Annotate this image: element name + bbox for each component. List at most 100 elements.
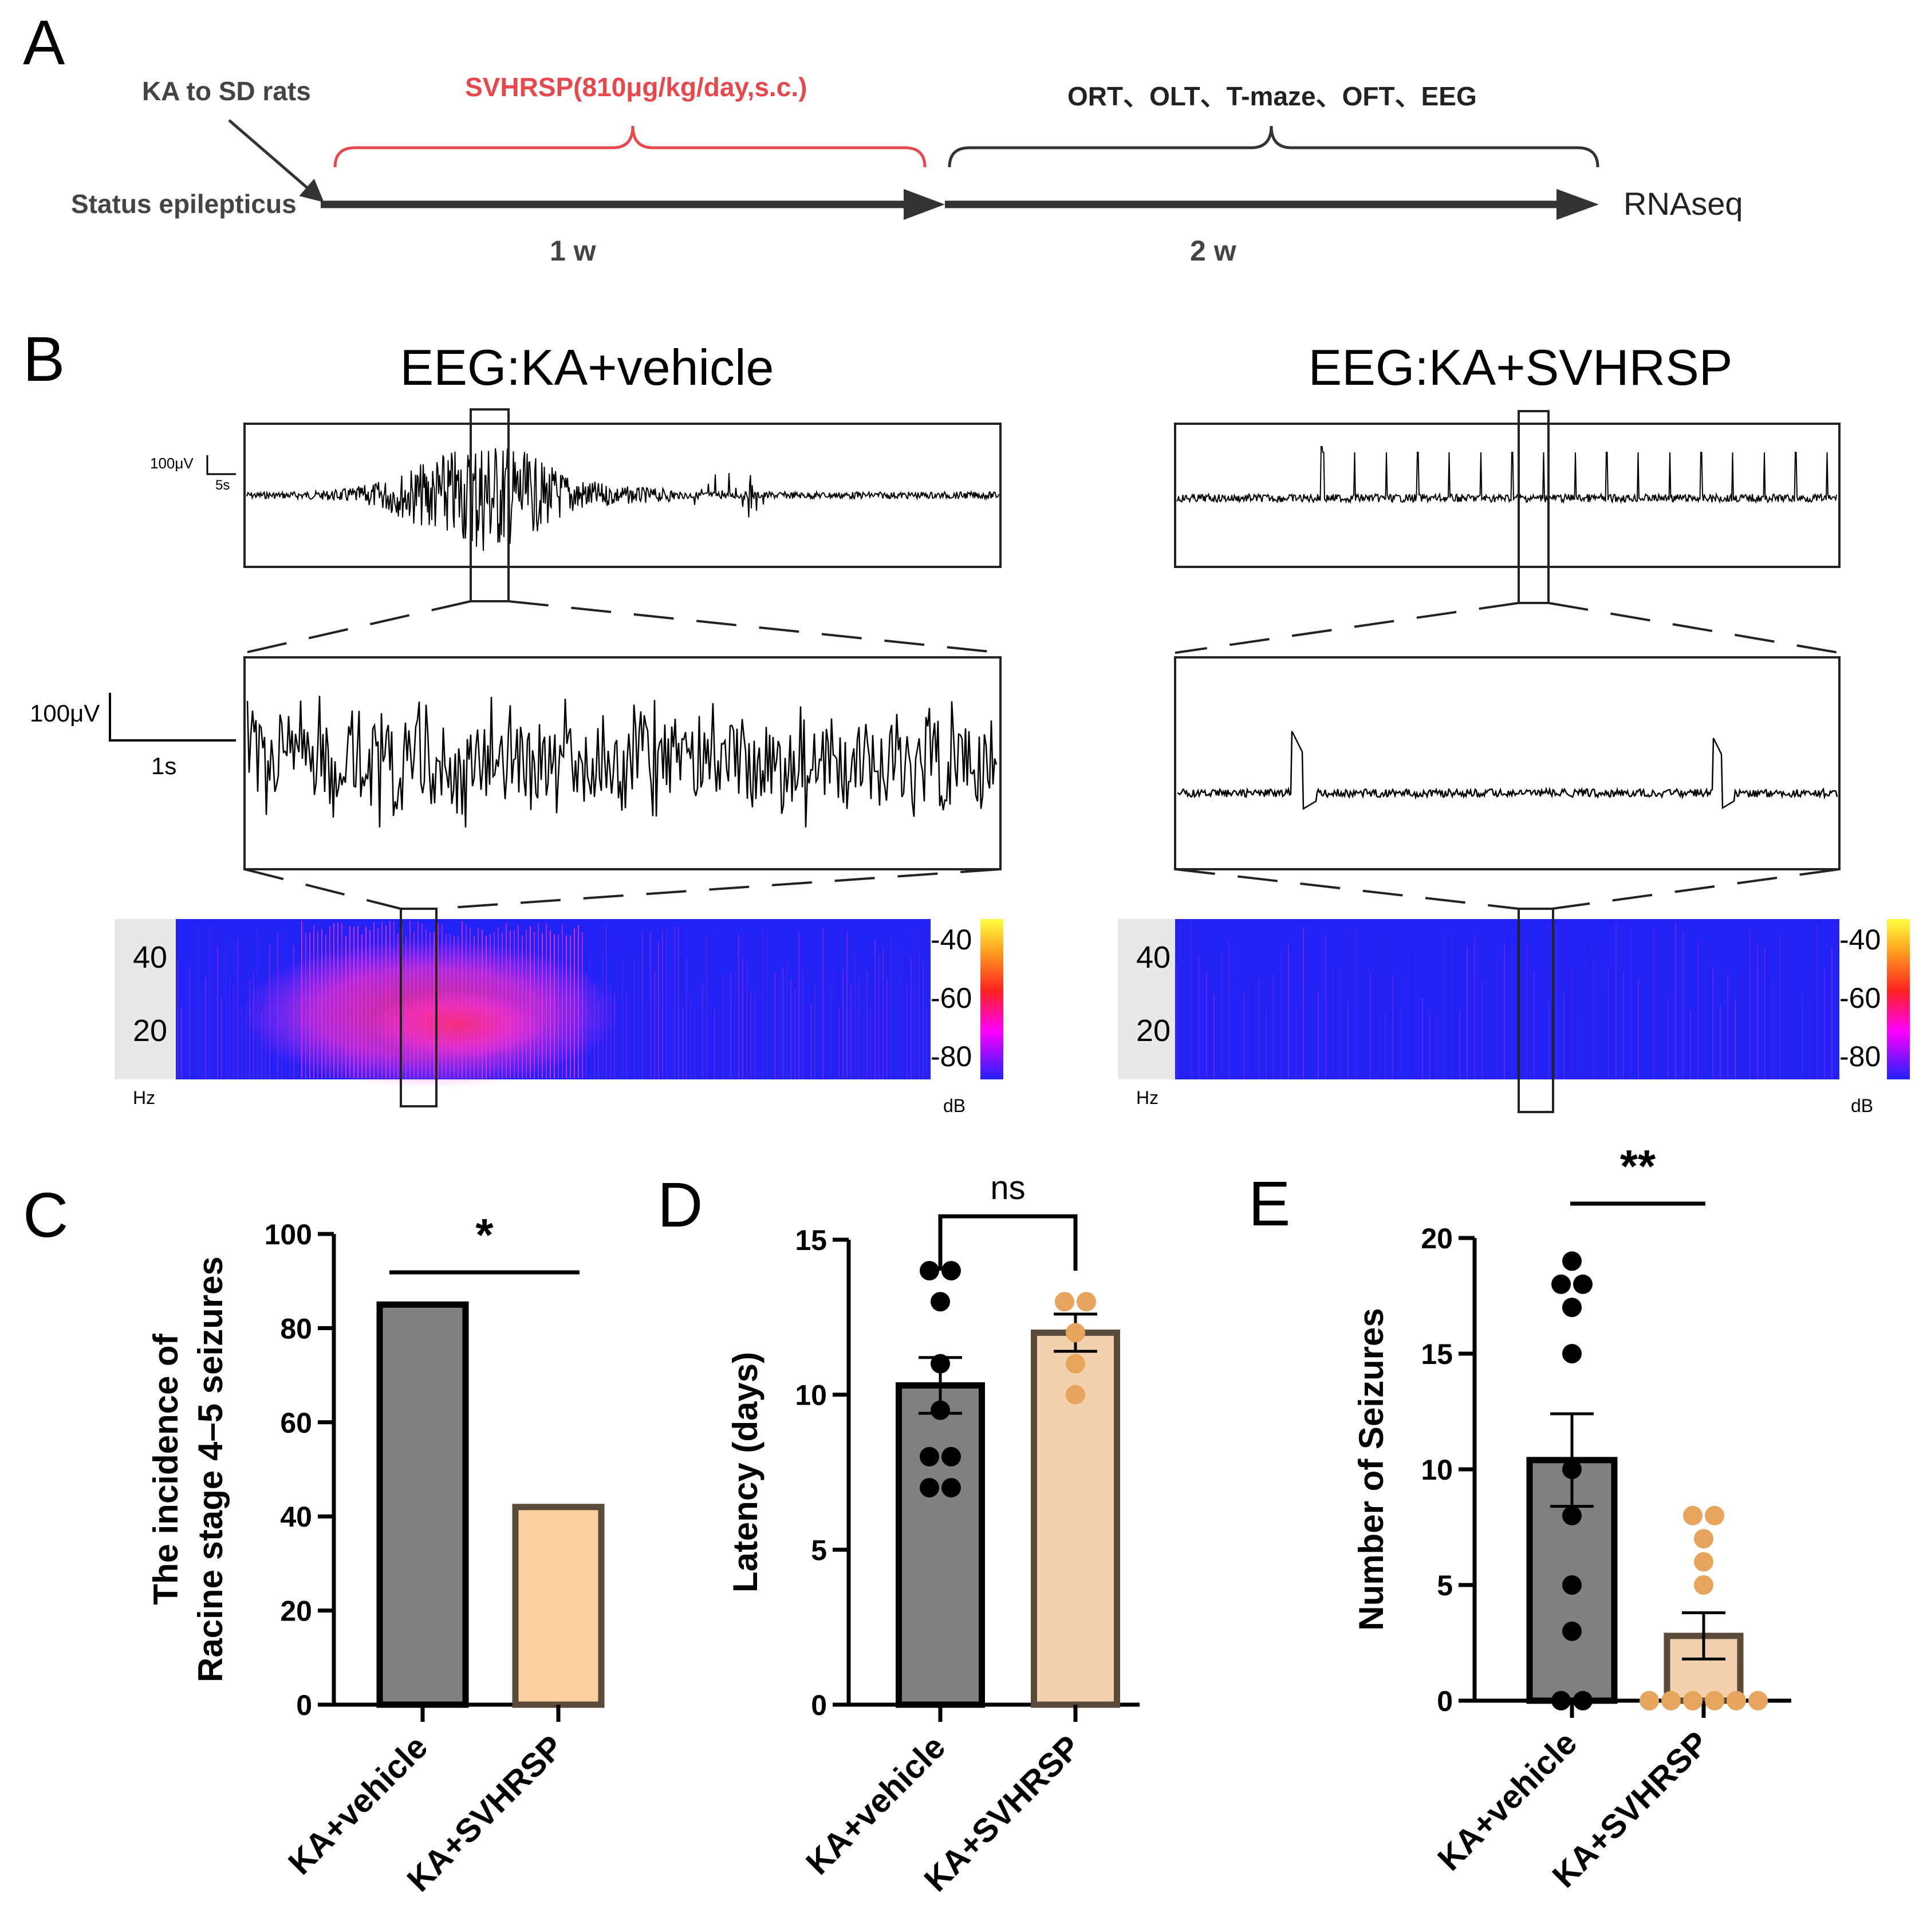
scale-bar-top-left bbox=[206, 455, 236, 475]
eeg-left-overview-trace bbox=[246, 448, 999, 551]
ka-pointer-arrow bbox=[228, 119, 324, 203]
data-point bbox=[1661, 1691, 1681, 1710]
data-point bbox=[1066, 1323, 1085, 1343]
y-axis-label: Number of Seizures bbox=[1352, 1308, 1390, 1630]
freq-tick-right-40: 40 bbox=[1136, 940, 1171, 975]
spectrogram-left bbox=[176, 919, 931, 1088]
spectrogram-left-window bbox=[400, 908, 438, 1107]
y-axis-label: Racine stage 4–5 seizures bbox=[191, 1256, 230, 1682]
category-label: KA+vehicle bbox=[799, 1728, 952, 1882]
y-tick-label: 5 bbox=[1437, 1570, 1453, 1602]
panel-letter-d: D bbox=[657, 1170, 703, 1240]
eeg-right-title: EEG:KA+SVHRSP bbox=[1309, 339, 1733, 396]
data-point bbox=[1551, 1691, 1571, 1710]
data-point bbox=[1748, 1691, 1768, 1710]
data-point bbox=[1640, 1691, 1659, 1710]
data-point bbox=[1573, 1691, 1593, 1710]
db-tick-left-80: -80 bbox=[931, 1040, 972, 1073]
data-point bbox=[1694, 1575, 1713, 1595]
data-point bbox=[1066, 1385, 1085, 1405]
data-point bbox=[1705, 1691, 1724, 1710]
data-point bbox=[1055, 1292, 1074, 1312]
eeg-right-overview-trace bbox=[1176, 446, 1837, 504]
scale-mid-time: 1s bbox=[151, 752, 176, 779]
db-tick-right-40: -40 bbox=[1839, 924, 1881, 956]
data-point bbox=[1551, 1274, 1571, 1294]
bar bbox=[896, 1382, 985, 1708]
data-point bbox=[1562, 1251, 1582, 1271]
y-tick-label: 20 bbox=[280, 1595, 312, 1627]
data-point bbox=[931, 1354, 950, 1374]
y-tick-label: 15 bbox=[1421, 1338, 1453, 1370]
freq-tick-right-20: 20 bbox=[1136, 1014, 1171, 1048]
data-point bbox=[1694, 1529, 1713, 1549]
spectrogram-right-window bbox=[1518, 908, 1554, 1113]
freq-tick-left-20: 20 bbox=[133, 1014, 167, 1048]
tests-brace bbox=[948, 125, 1599, 168]
y-axis-label: Latency (days) bbox=[726, 1352, 765, 1592]
scale-top-time-left: 5s bbox=[215, 478, 230, 493]
data-point bbox=[941, 1478, 961, 1498]
freq-unit-left: Hz bbox=[133, 1087, 155, 1108]
bar bbox=[512, 1504, 605, 1708]
chart-c: 0 20 40 60 80 100 The incidence of Racine stage… bbox=[147, 1209, 605, 1899]
treatment-label: SVHRSP(810μg/kg/day,s.c.) bbox=[465, 72, 807, 102]
eeg-left-zoom-window bbox=[470, 408, 510, 602]
db-tick-left-60: -60 bbox=[931, 982, 972, 1014]
data-point bbox=[1683, 1505, 1703, 1525]
zoom2-line-left-a bbox=[244, 868, 401, 910]
data-point bbox=[1683, 1691, 1703, 1710]
data-point bbox=[1562, 1505, 1582, 1525]
zoom2-line-right-b bbox=[1551, 868, 1840, 910]
week2-label: 2 w bbox=[1190, 235, 1236, 267]
y-axis-label: The incidence of bbox=[147, 1333, 185, 1604]
data-point bbox=[1066, 1354, 1085, 1374]
scale-top-uv-left: 100μV bbox=[150, 455, 194, 472]
scale-mid-uv: 100μV bbox=[30, 700, 100, 727]
y-tick-label: 100 bbox=[265, 1219, 312, 1251]
y-tick-label: 20 bbox=[1421, 1223, 1453, 1255]
db-colorbar-left bbox=[980, 919, 1003, 1079]
data-point bbox=[1077, 1292, 1096, 1312]
data-point bbox=[1562, 1298, 1582, 1318]
freq-unit-right: Hz bbox=[1136, 1087, 1158, 1108]
data-point bbox=[931, 1400, 950, 1420]
eeg-right-zoom-window bbox=[1518, 410, 1550, 604]
freq-tick-left-40: 40 bbox=[133, 940, 167, 975]
zoom2-line-left-b bbox=[435, 868, 1001, 910]
timeline-arrowhead-1 bbox=[904, 189, 945, 220]
y-tick-label: 15 bbox=[795, 1224, 827, 1256]
scale-bar-mid bbox=[109, 693, 236, 742]
y-tick-label: 10 bbox=[795, 1379, 827, 1411]
data-point bbox=[1562, 1621, 1582, 1641]
data-point bbox=[941, 1261, 961, 1281]
db-tick-left-40: -40 bbox=[931, 924, 972, 956]
spectrogram-right bbox=[1175, 919, 1839, 1079]
eeg-right-zoom-trace bbox=[1177, 731, 1838, 810]
y-tick-label: 0 bbox=[296, 1689, 312, 1721]
data-point bbox=[1705, 1505, 1724, 1525]
zoom2-line-right-a bbox=[1175, 868, 1519, 910]
significance-bracket bbox=[938, 1214, 1078, 1271]
ka-label: KA to SD rats bbox=[142, 76, 311, 106]
y-tick-label: 60 bbox=[280, 1407, 312, 1439]
week1-label: 1 w bbox=[550, 235, 596, 267]
y-tick-label: 5 bbox=[811, 1534, 827, 1566]
panel-a: A KA to SD rats SVHRSP(810μg/kg/day,s.c.… bbox=[23, 7, 1743, 267]
significance-label: ** bbox=[1620, 1141, 1656, 1192]
treatment-brace bbox=[333, 125, 927, 168]
y-tick-label: 40 bbox=[280, 1501, 312, 1533]
y-tick-label: 80 bbox=[280, 1312, 312, 1344]
eeg-left-zoom-box bbox=[243, 656, 1002, 870]
data-point bbox=[1562, 1575, 1582, 1595]
y-tick-label: 10 bbox=[1421, 1454, 1453, 1486]
panel-letter-b: B bbox=[23, 324, 65, 395]
bar bbox=[376, 1301, 469, 1708]
y-tick-label: 0 bbox=[811, 1689, 827, 1721]
data-point bbox=[1727, 1691, 1746, 1710]
panel-letter-e: E bbox=[1248, 1169, 1290, 1239]
panel-letter-a: A bbox=[23, 7, 65, 78]
data-point bbox=[931, 1292, 950, 1312]
zoom-line-left-b bbox=[508, 600, 1001, 654]
